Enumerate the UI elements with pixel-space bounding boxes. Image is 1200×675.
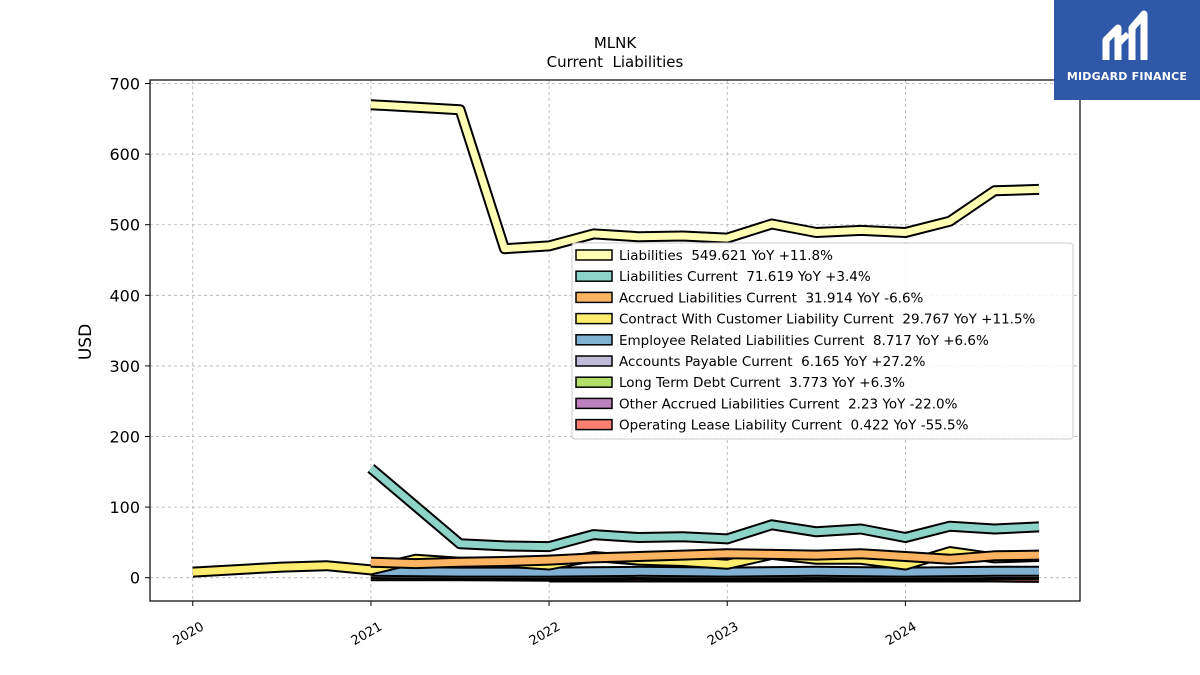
legend-swatch [575,291,613,304]
legend-swatch [575,397,613,410]
legend-label: Other Accrued Liabilities Current 2.23 Y… [619,396,958,412]
legend-label: Liabilities 549.621 YoY +11.8% [619,248,833,264]
brand-logo: MIDGARD FINANCE [1054,0,1200,100]
y-tick-label: 700 [109,75,140,94]
series-line [370,101,1040,253]
y-tick-label: 600 [109,145,140,164]
legend-label: Operating Lease Liability Current 0.422 … [619,418,969,434]
series-line [370,550,1040,568]
legend-swatch [575,312,613,325]
legend-swatch [575,334,613,346]
legend-swatch [575,376,613,388]
x-tick-label: 2023 [705,619,741,649]
legend-swatch [575,418,613,431]
y-tick-label: 400 [109,286,140,305]
x-tick-label: 2024 [883,619,919,649]
legend-swatch [575,355,613,367]
legend-label: Liabilities Current 71.619 YoY +3.4% [619,269,871,285]
chart-title: MLNK [594,34,638,52]
legend-label: Accrued Liabilities Current 31.914 YoY -… [619,290,924,306]
y-tick-label: 500 [109,216,140,235]
legend-label: Long Term Debt Current 3.773 YoY +6.3% [619,375,905,391]
series-line [370,567,1039,576]
legend-swatch [575,270,613,282]
legend-box [571,242,1074,440]
series-line [368,465,1040,551]
y-tick-label: 0 [130,569,140,588]
legend-swatch [575,249,613,261]
x-tick-label: 2021 [349,619,385,649]
x-tick-label: 2020 [171,619,207,649]
chart-subtitle: Current Liabilities [547,53,684,71]
plot-frame [149,79,1081,602]
y-axis-label: USD [76,324,96,360]
y-tick-label: 200 [109,428,140,447]
legend-label: Accounts Payable Current 6.165 YoY +27.2… [619,354,926,370]
x-tick-label: 2022 [527,619,563,649]
midgard-logo-icon [1102,10,1148,60]
legend-label: Employee Related Liabilities Current 8.7… [619,333,989,349]
brand-name: MIDGARD FINANCE [1066,70,1188,83]
y-tick-label: 300 [109,357,140,376]
y-tick-label: 100 [109,498,140,517]
legend-label: Contract With Customer Liability Current… [619,312,1036,328]
